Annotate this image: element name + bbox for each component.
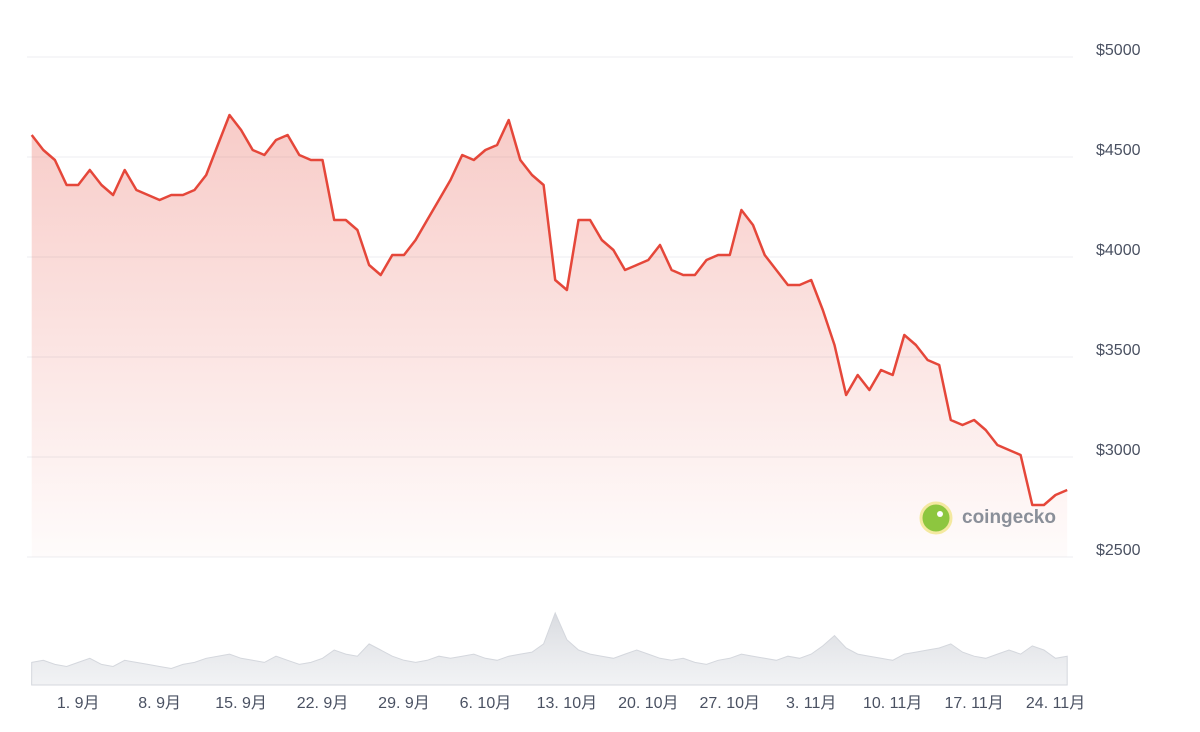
y-tick-label: $5000 [1096, 42, 1141, 59]
y-tick-label: $3000 [1096, 442, 1141, 459]
axes: $2500 $3000 $3500 $4000 $4500 $5000 1. 9月 8. 9月… [57, 42, 1141, 712]
price-line [30, 113, 1068, 507]
y-tick-label: $4000 [1096, 242, 1141, 259]
x-tick-label: 20. 10月 [618, 695, 679, 712]
volume-area [31, 611, 1068, 686]
x-tick-label: 13. 10月 [537, 695, 598, 712]
watermark: coingecko [919, 501, 1056, 535]
logo-eye [937, 511, 943, 517]
x-tick-label: 1. 9月 [57, 695, 100, 712]
logo [921, 503, 951, 533]
y-tick-label: $3500 [1096, 342, 1141, 359]
x-tick-label: 6. 10月 [460, 695, 512, 712]
x-tick-label: 22. 9月 [297, 695, 349, 712]
logo-ring [919, 501, 953, 535]
x-tick-label: 27. 10月 [700, 695, 761, 712]
y-tick-label: $2500 [1096, 542, 1141, 559]
x-tick-label: 8. 9月 [138, 695, 181, 712]
x-tick-label: 17. 11月 [944, 695, 1003, 712]
watermark-text: coingecko [962, 507, 1056, 528]
plot-layer [30, 113, 1068, 557]
x-tick-label: 15. 9月 [215, 695, 267, 712]
x-tick-label: 29. 9月 [378, 695, 430, 712]
price-area [31, 115, 1068, 557]
y-tick-label: $4500 [1096, 142, 1141, 159]
volume-layer [31, 611, 1068, 686]
x-tick-label: 24. 11月 [1026, 695, 1085, 712]
x-tick-label: 10. 11月 [863, 695, 922, 712]
x-tick-label: 3. 11月 [786, 695, 836, 712]
